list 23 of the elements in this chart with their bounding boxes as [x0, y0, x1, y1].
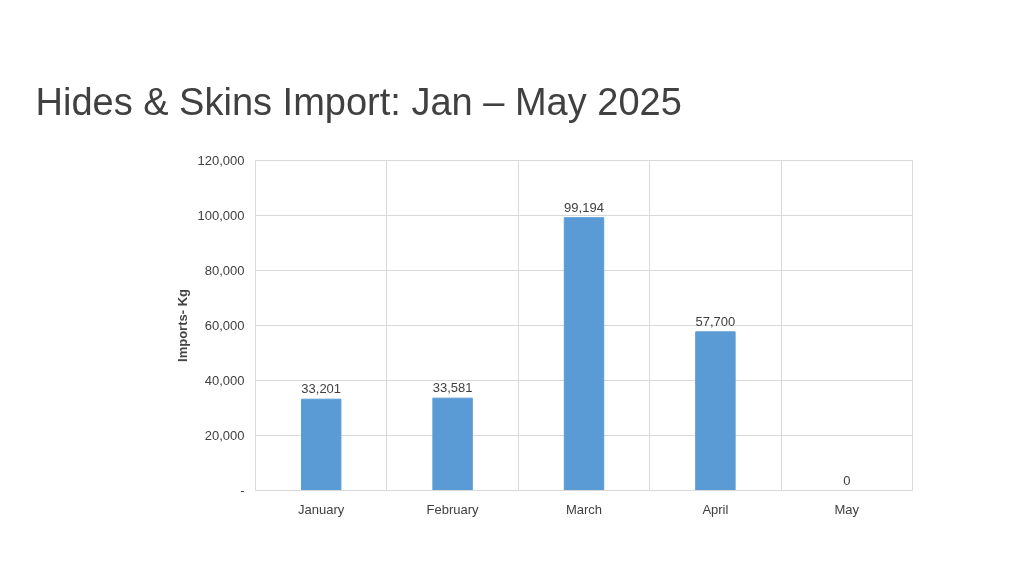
chart-title: Hides & Skins Import: Jan – May 2025 — [35, 81, 682, 123]
y-tick-label: 40,000 — [204, 373, 245, 388]
bar — [432, 397, 473, 491]
x-tick-label: April — [702, 501, 729, 517]
x-tick-label: February — [426, 501, 480, 517]
x-tick-label: May — [834, 501, 860, 517]
bar — [695, 331, 736, 491]
data-label: 0 — [843, 472, 851, 488]
data-label: 99,194 — [564, 199, 604, 215]
data-label: 33,581 — [432, 380, 473, 396]
y-tick-label: - — [240, 483, 245, 498]
y-tick-label: 120,000 — [197, 153, 245, 168]
y-tick-label: 20,000 — [204, 428, 245, 443]
y-tick-label: 80,000 — [204, 263, 245, 278]
y-tick-label: 100,000 — [197, 208, 245, 223]
y-tick-label: 60,000 — [204, 318, 245, 333]
data-label: 33,201 — [301, 381, 342, 397]
x-tick-label: January — [298, 501, 345, 517]
x-tick-label: March — [565, 501, 603, 517]
bar — [563, 217, 605, 491]
bar — [300, 398, 342, 491]
data-label: 57,700 — [695, 313, 736, 329]
y-axis-title: Imports- Kg — [174, 288, 190, 362]
